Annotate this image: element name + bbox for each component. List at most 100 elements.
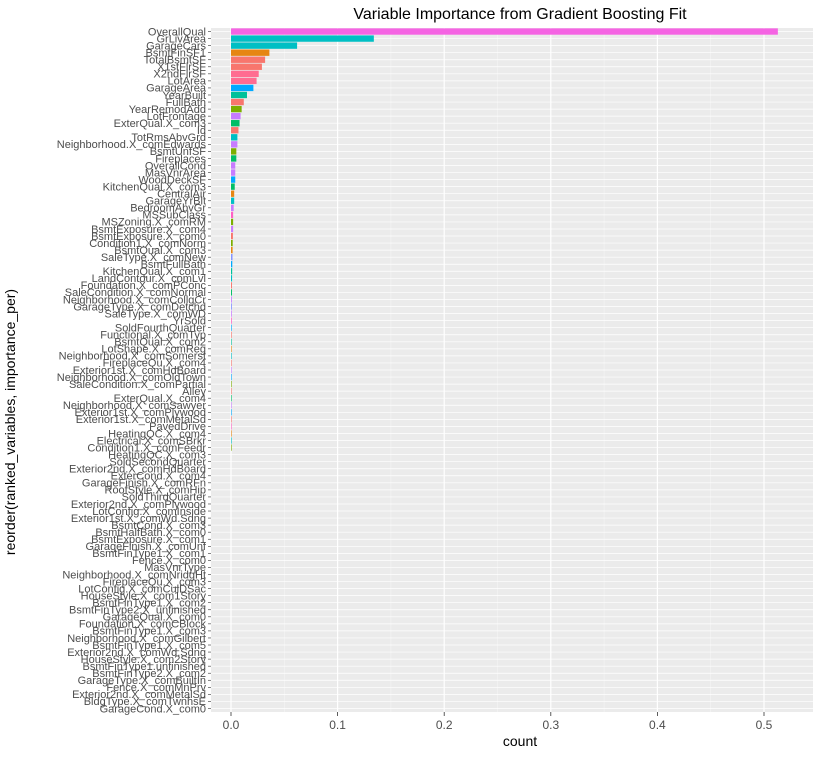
y-tick-label: BsmtExposure.X_com0 <box>91 231 206 243</box>
y-tick-label: GarageCars <box>146 40 206 52</box>
y-tick-label: RoofStyle.X_comHip <box>105 485 207 497</box>
bar <box>231 141 238 148</box>
y-tick-label: Foundation.X_comCBlock <box>79 619 207 631</box>
y-tick-label: HouseStyle.X_com1Story <box>81 590 207 602</box>
bar <box>231 395 232 402</box>
y-tick-label: WoodDeckSF <box>138 174 206 186</box>
y-tick-label: LotArea <box>167 76 206 88</box>
y-tick-label: BsmtHalfBath.X_com0 <box>95 527 206 539</box>
y-tick-label: Neighborhood.X_comSomerst <box>59 351 206 363</box>
x-tick-label: 0.2 <box>436 718 453 732</box>
y-tick-label: GrLivArea <box>156 33 206 45</box>
y-tick-label: GarageArea <box>146 83 207 95</box>
bar <box>231 77 257 85</box>
y-tick-label: HeatingQC.X_com3 <box>108 449 206 461</box>
bar <box>231 56 266 63</box>
bar <box>231 190 235 197</box>
y-tick-label: CentralAir <box>157 189 206 201</box>
y-tick-label: KitchenQual.X_com3 <box>103 181 206 193</box>
y-tick-label: MasVnrType <box>144 562 206 574</box>
y-tick-label: BsmtFinType1.X_com3 <box>92 626 206 638</box>
x-tick-labels: 0.0 0.1 0.2 0.3 0.4 0.5 <box>223 712 773 732</box>
y-tick-label: Exterior2nd.X_comHdBoard <box>69 464 206 476</box>
y-tick-label: BsmtExposure.X_com1 <box>91 534 206 546</box>
y-tick-label: SaleType.X_comNew <box>101 252 206 264</box>
y-tick-label: Exterior1st.X_comWd.Sdng <box>71 513 206 525</box>
bar <box>231 387 232 395</box>
y-tick-label: BsmtFinType1.X_com5 <box>92 640 206 652</box>
y-tick-label: LotConfig.X_comCulDSac <box>78 583 206 595</box>
bar <box>231 148 237 155</box>
y-tick-label: BsmtQual.X_com2 <box>114 337 206 349</box>
y-tick-label: BsmtFinSF1 <box>145 47 206 59</box>
bar <box>231 112 241 120</box>
y-tick-label: Neighborhood.X_comEdwards <box>57 139 207 151</box>
bar <box>231 275 233 282</box>
x-tick-label: 0.1 <box>329 718 346 732</box>
y-tick-label: Fence.X_comMnPrv <box>106 682 206 694</box>
bar <box>231 176 236 183</box>
bar <box>231 84 254 92</box>
bar <box>231 70 259 78</box>
bar <box>231 204 234 211</box>
y-tick-label: Exterior1st.X_comHdBoard <box>73 365 206 377</box>
y-tick-label: YearRemodAdd <box>129 104 206 116</box>
y-tick-label: BedroomAbvGr <box>130 203 206 215</box>
y-tick-label: X1stFlrSF <box>157 62 206 74</box>
y-tick-label: Fence.X_com0 <box>132 555 206 567</box>
y-tick-label: MSSubClass <box>142 210 206 222</box>
bar <box>231 324 232 331</box>
bar <box>231 310 232 317</box>
y-tick-label: Id <box>197 125 206 137</box>
y-tick-label: FireplaceQu.X_com3 <box>103 576 206 588</box>
y-tick-label: GarageType.X_comBuiltIn <box>78 675 206 687</box>
y-tick-label: Functional.X_comTyp <box>100 330 206 342</box>
x-tick-label: 0.3 <box>542 718 559 732</box>
bar <box>231 409 232 416</box>
y-tick-label: BsmtExposure.X_com4 <box>91 224 206 236</box>
bar <box>231 261 233 268</box>
y-tick-label: ExterQual.X_com3 <box>114 118 206 130</box>
bar <box>231 218 234 226</box>
x-tick-label: 0.5 <box>756 718 773 732</box>
y-tick-label: Exterior1st.X_comMetalSd <box>76 414 206 426</box>
y-tick-label: Exterior2nd.X_comPlywood <box>71 499 206 511</box>
bar <box>231 331 232 338</box>
bar <box>231 430 232 437</box>
y-tick-label: SoldFourthQuarter <box>115 322 206 334</box>
chart-title: Variable Importance from Gradient Boosti… <box>353 6 687 23</box>
x-axis-title: count <box>502 733 538 749</box>
bar <box>231 197 235 204</box>
bar <box>231 28 778 35</box>
y-tick-label: BsmtCond.X_com3 <box>111 520 206 532</box>
bar <box>231 380 232 388</box>
y-tick-label: KitchenQual.X_com1 <box>103 266 206 278</box>
y-tick-label: GarageFinish.X_comUnf <box>86 541 207 553</box>
y-tick-label: Neighborhood.X_comOldTown <box>57 372 206 384</box>
y-tick-label: YrSold <box>173 315 206 327</box>
y-tick-label: Exterior2nd.X_comMetalSd <box>72 689 206 701</box>
y-tick-label: OverallQual <box>148 26 206 38</box>
bar <box>231 402 232 409</box>
bar <box>231 49 270 56</box>
bar <box>231 373 232 381</box>
y-tick-label: GarageType.X_comDetchd <box>73 301 206 313</box>
y-tick-label: Exterior2nd.X_comWd.Sdng <box>67 647 206 659</box>
y-tick-label: Foundation.X_comPConc <box>81 280 207 292</box>
bar <box>231 239 233 247</box>
bar <box>231 42 298 49</box>
y-tick-label: BsmtFinType2.X_unfinished <box>69 605 206 617</box>
y-tick-label: TotalBsmtSF <box>144 55 207 67</box>
bar <box>231 444 232 451</box>
y-tick-label: PavedDrive <box>149 421 206 433</box>
bar <box>231 211 234 219</box>
bar <box>231 232 233 240</box>
y-tick-label: BsmtFinType1.X_com2 <box>92 598 206 610</box>
bar <box>231 155 237 162</box>
y-tick-label: ExterQual.X_com4 <box>114 393 206 405</box>
y-tick-label: SaleCondition.X_comPartial <box>69 379 206 391</box>
bar <box>231 282 232 289</box>
y-tick-label: HouseStyle.X_com2Story <box>81 654 207 666</box>
bars <box>231 28 778 451</box>
y-tick-label: Condition1.X_comFeedr <box>87 442 206 454</box>
